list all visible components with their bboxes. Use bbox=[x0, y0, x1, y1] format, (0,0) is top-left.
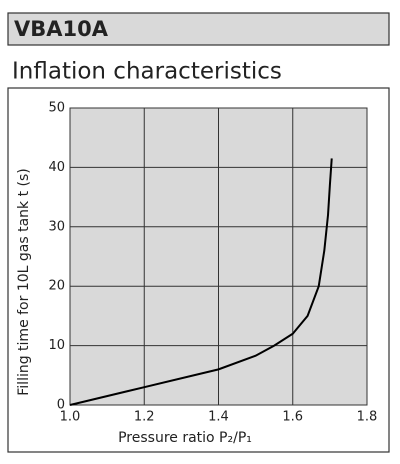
x-tick-label: 1.6 bbox=[282, 410, 303, 425]
x-tick-label: 1.0 bbox=[60, 410, 81, 425]
y-axis-label: Filling time for 10L gas tank t (s) bbox=[16, 168, 32, 396]
y-tick-label: 10 bbox=[48, 338, 65, 353]
y-tick-label: 20 bbox=[48, 279, 65, 294]
y-tick-label: 50 bbox=[48, 101, 65, 116]
x-tick-label: 1.4 bbox=[208, 410, 229, 425]
x-tick-label: 1.8 bbox=[357, 410, 378, 425]
header-bar bbox=[7, 12, 390, 46]
chart-title: Inflation characteristics bbox=[12, 59, 282, 85]
y-tick-label: 0 bbox=[57, 398, 65, 413]
model-name: VBA10A bbox=[14, 17, 109, 41]
x-axis-label: Pressure ratio P₂/P₁ bbox=[118, 430, 252, 446]
data-line bbox=[69, 158, 333, 406]
y-tick-label: 30 bbox=[48, 219, 65, 234]
y-tick-label: 40 bbox=[48, 160, 65, 175]
x-tick-label: 1.2 bbox=[134, 410, 155, 425]
